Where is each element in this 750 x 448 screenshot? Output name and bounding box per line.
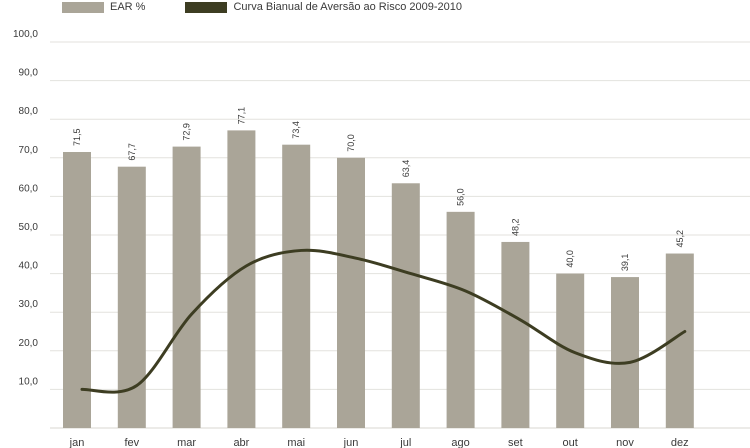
bar-value-label: 48,2 (510, 218, 520, 236)
x-tick-label: mai (287, 437, 305, 448)
legend-item-line: Curva Bianual de Aversão ao Risco 2009-2… (185, 1, 462, 13)
bar (172, 146, 201, 428)
x-tick-label: dez (671, 437, 689, 448)
legend-label-bar: EAR % (110, 1, 146, 13)
bar (501, 241, 530, 428)
bar (227, 130, 256, 429)
bar (391, 183, 420, 428)
bar-value-label: 72,9 (182, 123, 192, 141)
x-tick-label: nov (616, 437, 634, 448)
bar (63, 152, 91, 428)
bar (611, 277, 639, 428)
bar (117, 166, 146, 429)
legend-swatch-line (185, 1, 228, 13)
x-tick-label: jan (69, 437, 85, 448)
bar-value-label: 73,4 (291, 121, 301, 139)
y-tick-label: 50,0 (19, 222, 39, 233)
y-tick-label: 20,0 (19, 338, 39, 349)
x-tick-label: out (563, 437, 578, 448)
risk-aversion-curve (80, 248, 687, 394)
bar-value-label: 63,4 (401, 160, 411, 178)
y-tick-label: 30,0 (19, 299, 39, 310)
x-tick-label: fev (124, 437, 139, 448)
bar (282, 144, 311, 428)
y-tick-label: 70,0 (19, 145, 39, 156)
bar (446, 211, 475, 428)
y-tick-label: 60,0 (19, 183, 39, 194)
legend-label-line: Curva Bianual de Aversão ao Risco 2009-2… (233, 1, 462, 13)
y-tick-label: 100,0 (13, 29, 38, 40)
bar-value-label: 56,0 (456, 188, 466, 206)
bar-value-label: 77,1 (236, 107, 246, 125)
y-tick-label: 80,0 (19, 106, 39, 117)
x-tick-label: ago (451, 437, 469, 448)
bar (337, 157, 365, 429)
bar-value-label: 70,0 (346, 134, 356, 152)
chart-legend: EAR % Curva Bianual de Aversão ao Risco … (62, 0, 502, 14)
y-tick-label: 10,0 (19, 376, 39, 387)
bar-value-label: 39,1 (620, 254, 630, 272)
y-tick-label: 90,0 (19, 68, 39, 79)
bar-value-label: 67,7 (127, 143, 137, 161)
legend-swatch-bar (62, 1, 104, 13)
y-tick-label: 40,0 (19, 261, 39, 272)
bar-value-label: 40,0 (565, 250, 575, 268)
bar-value-label: 71,5 (72, 128, 82, 146)
x-tick-label: set (508, 437, 523, 448)
legend-item-bar: EAR % (62, 1, 145, 13)
x-tick-label: abr (233, 437, 249, 448)
bar-value-label: 45,2 (675, 230, 685, 248)
x-tick-label: mar (177, 437, 196, 448)
x-tick-label: jul (399, 437, 411, 448)
x-tick-label: jun (343, 437, 359, 448)
